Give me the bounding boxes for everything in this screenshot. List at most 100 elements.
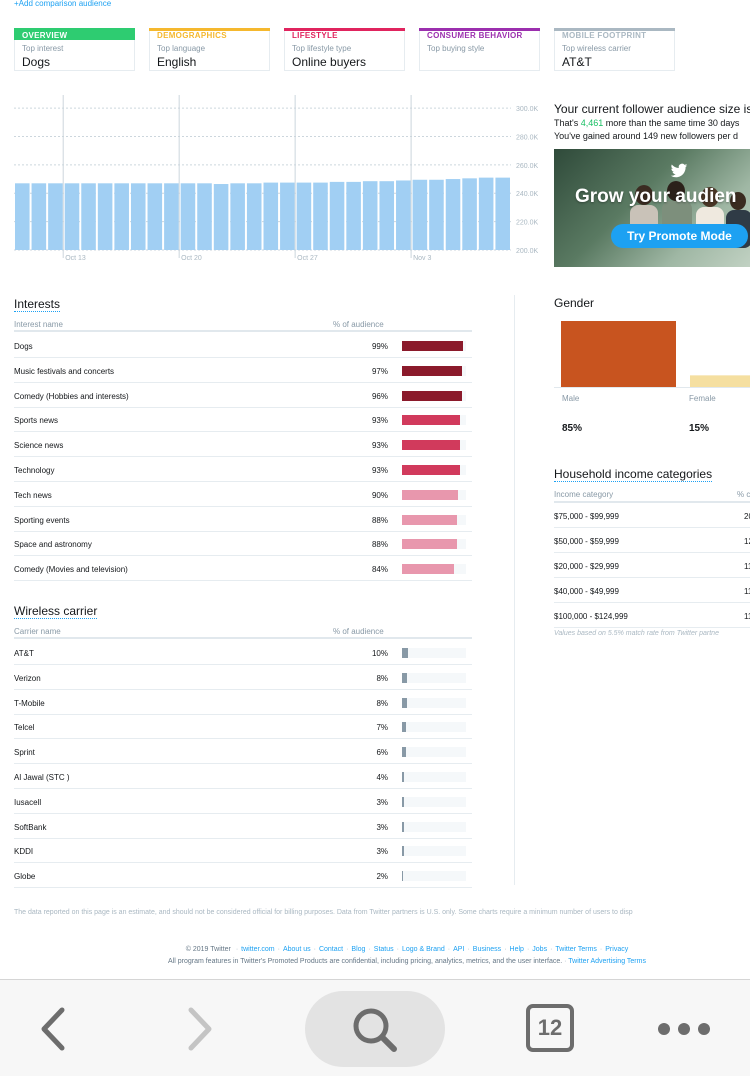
carrier-name: T-Mobile — [14, 698, 45, 708]
income-pct: 11 — [744, 562, 750, 571]
audience-bar — [412, 179, 428, 250]
footer-link[interactable]: API — [453, 946, 465, 953]
audience-bar — [147, 183, 163, 250]
interest-bar-track — [402, 415, 466, 426]
interest-pct: 97% — [371, 366, 388, 376]
income-category: $75,000 - $99,999 — [554, 512, 619, 521]
interest-row: Music festivals and concerts 97% — [14, 358, 472, 383]
carrier-bar — [402, 796, 404, 807]
footer-link[interactable]: Business — [472, 946, 502, 953]
income-category: $40,000 - $49,999 — [554, 587, 619, 596]
interest-bar-track — [402, 365, 466, 376]
income-header-rule — [554, 501, 750, 503]
interest-row: Sporting events 88% — [14, 507, 472, 532]
interest-row: Technology 93% — [14, 457, 472, 482]
carrier-row: Al Jawal (STC ) 4% — [14, 764, 472, 789]
interest-bar-track — [402, 539, 466, 550]
audience-bar — [15, 183, 30, 250]
interest-bar — [402, 465, 460, 475]
y-tick-label: 220.0K — [516, 220, 539, 227]
footer-link[interactable]: Jobs — [532, 946, 548, 953]
interest-pct: 90% — [371, 490, 388, 500]
carrier-row: AT&T 10% — [14, 640, 472, 665]
audience-bar — [478, 177, 494, 250]
interest-name: Space and astronomy — [14, 540, 92, 550]
try-promote-mode-button[interactable]: Try Promote Mode — [611, 224, 748, 248]
separator: · — [564, 958, 567, 965]
card-value: Dogs — [22, 55, 51, 69]
legal-text: All program features in Twitter's Promot… — [168, 958, 563, 965]
footer-link[interactable]: Privacy — [605, 946, 629, 953]
card-value: AT&T — [562, 55, 592, 69]
audience-size-chart: 300.0K 280.0K 260.0K 240.0K 220.0K 200.0K Oct … — [14, 95, 539, 262]
carrier-bar — [402, 871, 404, 882]
audience-bar — [48, 183, 63, 250]
footer-link[interactable]: twitter.com — [241, 946, 275, 953]
footer-link[interactable]: Contact — [318, 946, 344, 953]
card-sub: Top wireless carrier — [562, 44, 631, 53]
carrier-bar — [402, 648, 409, 658]
audience-bar — [97, 183, 113, 250]
interests-header-rule — [14, 330, 472, 332]
interest-name: Sporting events — [14, 515, 70, 525]
more-options-icon[interactable] — [655, 1020, 713, 1038]
search-button[interactable] — [305, 991, 445, 1067]
interest-bar-track — [402, 341, 466, 351]
income-pct: 11 — [744, 612, 750, 621]
interest-bar — [402, 564, 455, 575]
interest-row: Space and astronomy 88% — [14, 531, 472, 557]
footer-link[interactable]: About us — [282, 946, 311, 953]
x-tick-label: Nov 3 — [413, 255, 431, 262]
card-lifestyle[interactable]: LIFESTYLE Top lifestyle type Online buye… — [284, 28, 405, 71]
card-consumer-behavior[interactable]: CONSUMER BEHAVIOR Top buying style — [419, 28, 540, 71]
audience-bar — [130, 183, 146, 250]
interest-row: Dogs 99% — [14, 333, 472, 358]
y-tick-label: 240.0K — [516, 191, 539, 198]
carrier-row: Verizon 8% — [14, 665, 472, 690]
forward-icon[interactable] — [185, 1006, 217, 1052]
carrier-bar-track — [402, 648, 466, 658]
footer-link[interactable]: Logo & Brand — [401, 946, 445, 953]
interest-bar — [402, 514, 457, 525]
card-head: DEMOGRAPHICS — [149, 28, 270, 40]
gender-chart — [554, 321, 750, 388]
footer-link[interactable]: Help — [509, 946, 524, 953]
interest-row: Comedy (Hobbies and interests) 96% — [14, 383, 472, 408]
footer-link[interactable]: Status — [373, 946, 394, 953]
interest-name: Dogs — [14, 342, 33, 351]
carrier-pct: 2% — [376, 872, 388, 882]
audience-bar — [495, 177, 510, 250]
carrier-row: Iusacell 3% — [14, 789, 472, 814]
audience-bar — [31, 183, 47, 250]
footer-link[interactable]: Twitter Terms — [555, 946, 597, 953]
card-mobile-footprint[interactable]: MOBILE FOOTPRINT Top wireless carrier AT… — [554, 28, 675, 71]
footer-link[interactable]: Blog — [351, 946, 366, 953]
carrier-bar — [402, 846, 404, 857]
carrier-name: Iusacell — [14, 797, 42, 807]
interest-bar-track — [402, 465, 466, 475]
interest-name: Sports news — [14, 416, 59, 426]
add-comparison-audience-link[interactable]: +Add comparison audience — [14, 0, 112, 8]
separator: · — [599, 946, 603, 953]
card-overview[interactable]: OVERVIEW Top interest Dogs — [14, 28, 135, 71]
male-bar — [561, 321, 676, 387]
interest-name-header: Interest name — [14, 320, 63, 329]
audience-bar — [313, 182, 328, 250]
people-photo-illustration — [630, 181, 750, 248]
card-head: LIFESTYLE — [284, 28, 405, 40]
gender-title: Gender — [554, 296, 595, 310]
x-tick-label: Oct 13 — [65, 255, 86, 262]
interest-pct: 96% — [371, 391, 388, 401]
back-icon[interactable] — [36, 1006, 68, 1052]
card-demographics[interactable]: DEMOGRAPHICS Top language English — [149, 28, 270, 71]
carrier-name: KDDI — [14, 847, 34, 857]
footer-links: © 2019 Twitter · twitter.com · About us · Con… — [0, 946, 750, 953]
carrier-bar — [402, 722, 407, 733]
audience-bar — [230, 183, 245, 250]
promote-mode-banner[interactable]: Grow your audien Try Promote Mode — [554, 149, 750, 267]
audience-bar — [396, 180, 411, 250]
tabs-button[interactable]: 12 — [526, 1004, 574, 1052]
carrier-name: Sprint — [14, 748, 35, 758]
carrier-bar — [402, 772, 405, 782]
advertising-terms-link[interactable]: Twitter Advertising Terms — [568, 958, 646, 965]
